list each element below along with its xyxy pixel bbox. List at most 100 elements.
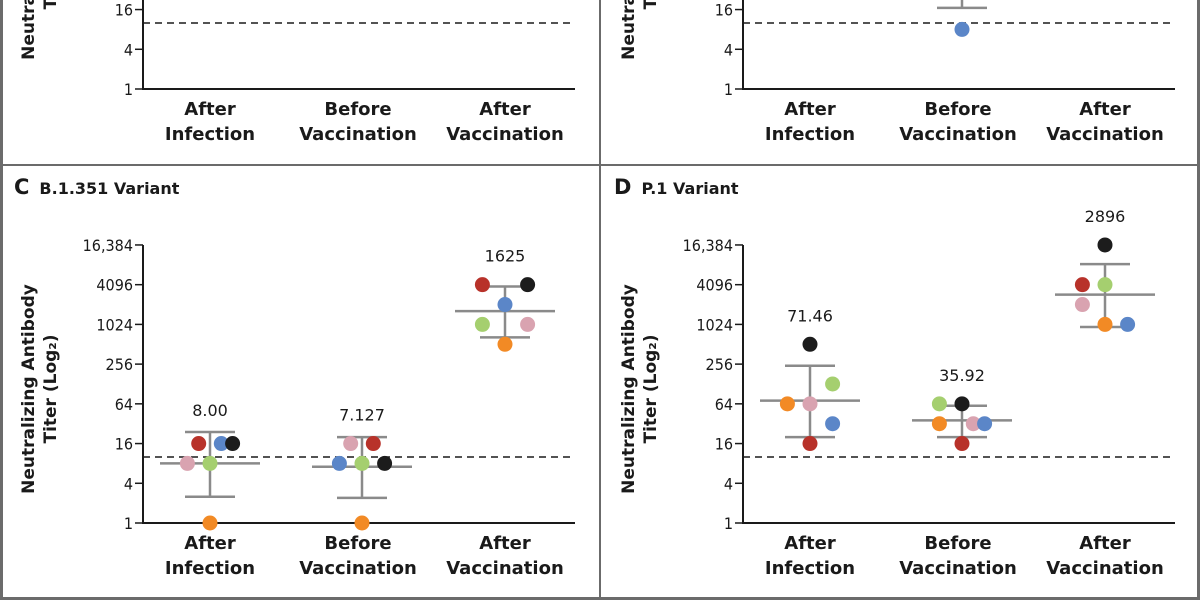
- x-category-label: Before: [324, 533, 391, 554]
- data-point-green: [1097, 277, 1113, 293]
- x-category-label: After: [479, 533, 531, 554]
- data-point-orange: [779, 396, 795, 412]
- data-point-green: [202, 455, 218, 471]
- geometric-mean-label: 1625: [485, 247, 526, 266]
- data-point-red: [1074, 277, 1090, 293]
- x-category-label: After: [784, 99, 836, 120]
- y-tick-label: 16: [715, 1, 733, 20]
- data-point-green: [474, 316, 490, 332]
- data-point-red: [802, 436, 818, 452]
- x-category-label: Vaccination: [446, 124, 564, 145]
- frame-right-border: [1197, 0, 1200, 600]
- panel-title: D P.1 Variant: [614, 175, 739, 199]
- data-point-black: [802, 336, 818, 352]
- data-point-red: [191, 436, 207, 452]
- data-point-green: [825, 376, 841, 392]
- x-category-label: After: [1079, 99, 1131, 120]
- y-tick-label: 4096: [696, 276, 733, 295]
- data-point-orange: [202, 515, 218, 531]
- geometric-mean-label: 35.92: [939, 366, 985, 385]
- geometric-mean-label: 8.00: [192, 401, 228, 420]
- y-tick-label: 1: [124, 80, 133, 99]
- data-point-pink: [520, 316, 536, 332]
- data-point-black: [377, 455, 393, 471]
- panel-vertical-divider: [599, 0, 601, 600]
- data-point-black: [520, 277, 536, 293]
- x-category-label: After: [1079, 533, 1131, 554]
- y-tick-label: 256: [706, 355, 733, 374]
- y-tick-label: 256: [106, 355, 133, 374]
- panel-c-b1351: C B.1.351 Variant Neutralizing Antibody Tit…: [0, 165, 600, 599]
- data-point-blue: [331, 455, 347, 471]
- y-tick-label: 1: [124, 514, 133, 533]
- x-category-label: After: [184, 99, 236, 120]
- geometric-mean-label: 7.127: [339, 406, 385, 425]
- y-tick-label: 64: [115, 395, 133, 414]
- x-category-label: Before: [324, 99, 391, 120]
- x-category-label: After: [479, 99, 531, 120]
- x-category-label: Vaccination: [299, 558, 417, 579]
- y-tick-label: 4: [124, 474, 133, 493]
- x-category-label: Vaccination: [899, 558, 1017, 579]
- chart-plot: 1 4 16 64 256 1024 4096 16,384 After Infection Bef…: [83, 236, 575, 579]
- data-point-pink: [1074, 297, 1090, 313]
- chart-plot: 1 4 16 64 256 1024 4096 16,384 After Infection Bef…: [683, 207, 1175, 579]
- data-point-black: [954, 396, 970, 412]
- panel-variant-name: P.1 Variant: [641, 179, 739, 198]
- chart-plot: 1 4 16 After Infection Before Vaccination After…: [115, 0, 575, 145]
- data-point-blue: [1120, 316, 1136, 332]
- x-category-label: Vaccination: [299, 124, 417, 145]
- x-category-label: Infection: [765, 124, 855, 145]
- data-point-orange: [497, 336, 513, 352]
- panel-letter: D: [614, 175, 632, 199]
- y-tick-label: 4: [724, 474, 733, 493]
- y-tick-label: 4: [724, 40, 733, 59]
- y-tick-label: 16,384: [83, 236, 133, 255]
- data-point-red: [954, 436, 970, 452]
- y-tick-label: 1024: [696, 315, 733, 334]
- x-category-label: Vaccination: [1046, 558, 1164, 579]
- y-tick-label: 1024: [96, 315, 133, 334]
- y-tick-label: 64: [715, 395, 733, 414]
- data-point-blue: [977, 416, 993, 432]
- data-point-pink: [965, 416, 981, 432]
- data-point-blue: [497, 297, 513, 313]
- y-tick-label: 16,384: [683, 236, 733, 255]
- panel-d-p1: D P.1 Variant Neutralizing Antibody Titer (…: [600, 165, 1200, 599]
- frame-left-border: [0, 0, 3, 600]
- data-point-green: [354, 455, 370, 471]
- x-category-label: Infection: [165, 558, 255, 579]
- data-point-orange: [1097, 316, 1113, 332]
- panel-title: C B.1.351 Variant: [14, 175, 179, 199]
- y-tick-label: 4096: [96, 276, 133, 295]
- x-category-label: Vaccination: [1046, 124, 1164, 145]
- data-point-pink: [802, 396, 818, 412]
- data-point-pink: [343, 436, 359, 452]
- y-tick-label: 1: [724, 514, 733, 533]
- panel-horizontal-divider: [0, 164, 1200, 166]
- panel-letter: C: [14, 175, 30, 199]
- y-tick-label: 16: [115, 435, 133, 454]
- y-tick-label: 16: [715, 435, 733, 454]
- data-point-blue: [213, 436, 229, 452]
- data-point-black: [225, 436, 241, 452]
- x-category-label: Vaccination: [899, 124, 1017, 145]
- data-point-black: [1097, 237, 1113, 253]
- data-point-blue: [825, 416, 841, 432]
- data-point-blue: [954, 21, 970, 37]
- x-category-label: Vaccination: [446, 558, 564, 579]
- y-tick-label: 1: [724, 80, 733, 99]
- y-tick-label: 16: [115, 1, 133, 20]
- panel-variant-name: B.1.351 Variant: [39, 179, 180, 198]
- data-point-red: [474, 277, 490, 293]
- x-category-label: After: [784, 533, 836, 554]
- y-tick-label: 4: [124, 40, 133, 59]
- data-point-green: [931, 396, 947, 412]
- x-category-label: Infection: [765, 558, 855, 579]
- data-point-red: [365, 436, 381, 452]
- geometric-mean-label: 2896: [1085, 207, 1126, 226]
- x-category-label: Before: [924, 99, 991, 120]
- data-point-orange: [931, 416, 947, 432]
